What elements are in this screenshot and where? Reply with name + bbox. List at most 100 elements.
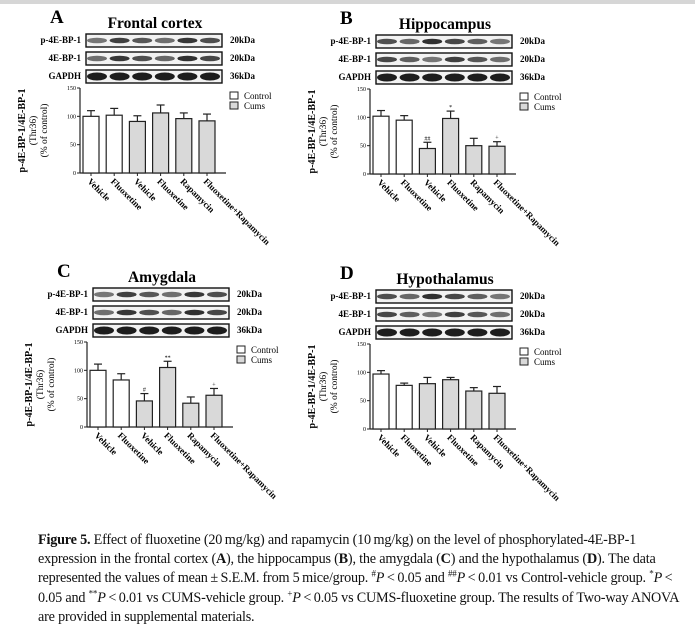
blot-band [444,73,465,82]
blot-kda-label: 20kDa [230,53,256,63]
caption-segment: D [586,551,598,568]
blot-band [490,73,510,82]
panel-title: Amygdala [128,269,196,286]
caption-segment: ## [447,568,457,579]
caption-segment: < 0.01 vs Control-vehicle group. [465,570,650,587]
blot-row-label: GAPDH [56,325,89,335]
blot-band [154,37,175,44]
bar-fluoxetine-rapamycin-cums [488,145,506,175]
bar-fluoxetine-control [105,114,123,174]
caption-segment: C [440,551,451,568]
y-axis-label: p-4E-BP-1/4E-BP-1 (Thr36) (% of control) [24,343,57,427]
y-axis-label-line: p-4E-BP-1/4E-BP-1 [17,89,28,173]
western-blot-box [375,52,513,67]
panel-letter: A [50,7,64,28]
blot-band [177,72,198,81]
legend-swatch [519,357,529,366]
significance-mark: + [495,136,499,142]
bar-fluoxetine-control [395,384,413,430]
caption-segment: < 0.05 and [384,570,448,587]
bar-rapamycin-cums [182,402,200,428]
panel-letter: D [340,263,354,284]
bar-vehicle-cums [418,147,436,175]
x-tick-label: Vehicle [376,432,403,459]
blot-band [207,291,227,298]
blot-kda-label: 36kDa [237,325,263,335]
blot-row-label: p-4E-BP-1 [331,36,372,46]
legend-label: Cums [251,355,273,365]
caption-segment: * [649,568,654,579]
western-blot-box [85,51,223,66]
x-tick-label: Vehicle [86,176,113,203]
y-tick-label: 50 [360,144,366,150]
blot-band [139,326,160,335]
blot-band [377,73,397,82]
blot-band [132,37,153,44]
panel-b-hippocampus: B Hippocampus p-4E-BP-1 20kDa 4E-BP-1 20kDa GA… [290,1,610,261]
blot-row-label: 4E-BP-1 [339,54,372,64]
bar-vehicle-control [372,373,390,430]
caption-segment: ** [88,587,98,598]
blot-band [87,37,107,44]
y-tick-label: 100 [67,114,76,120]
blot-band [161,291,182,298]
blot-band [377,293,397,300]
bar-fluoxetine-control [395,119,413,175]
legend-label: Control [534,347,562,357]
blot-band [444,311,465,318]
blot-band [116,291,137,298]
blot-band [200,72,220,81]
blot-band [207,309,227,316]
caption-segment: Effect of fluoxetine (20 mg/kg) and rapa… [38,532,637,568]
blot-kda-label: 36kDa [230,71,256,81]
blot-band [177,55,198,62]
bar-fluoxetine-rapamycin-cums [205,394,223,428]
y-axis-label-line: p-4E-BP-1/4E-BP-1 [307,345,318,429]
blot-band [94,309,114,316]
significance-mark: * [449,105,452,111]
blot-kda-label: 20kDa [520,54,546,64]
caption-segment: P [97,589,106,606]
legend-label: Cums [534,102,556,112]
y-axis-label-line: p-4E-BP-1/4E-BP-1 [24,343,35,427]
blot-band [377,56,397,63]
blot-kda-label: 20kDa [230,35,256,45]
y-axis-label-line: (% of control) [46,358,57,412]
blot-band [422,311,443,318]
blot-band [94,326,114,335]
blot-band [444,56,465,63]
blot-band [139,309,160,316]
bar-fluoxetine-cums [152,112,170,174]
blot-band [87,55,107,62]
figure-caption: Figure 5. Effect of fluoxetine (20 mg/kg… [38,531,690,627]
blot-band [161,309,182,316]
y-tick-label: 0 [73,171,76,177]
bar-vehicle-cums [418,383,436,430]
y-axis-label-line: (% of control) [329,360,340,414]
blot-band [377,311,397,318]
bar-vehicle-control [372,115,390,175]
blot-kda-label: 20kDa [520,291,546,301]
blot-band [109,72,130,81]
blot-band [422,56,443,63]
blot-kda-label: 20kDa [237,289,263,299]
panel-letter: C [57,261,71,282]
y-axis-label-line: (% of control) [39,104,50,158]
legend-swatch [519,102,529,111]
caption-segment: ), the hippocampus ( [226,551,339,568]
y-axis-label-line: (Thr36) [318,117,329,147]
blot-kda-label: 20kDa [237,307,263,317]
bar-fluoxetine-cums [442,379,460,430]
caption-segment: ), the amygdala ( [347,551,441,568]
blot-row-label: p-4E-BP-1 [331,291,372,301]
y-tick-label: 50 [70,143,76,149]
blot-band [422,293,443,300]
legend-swatch [229,101,239,110]
blot-band [490,311,510,318]
legend-label: Cums [534,357,556,367]
bar-fluoxetine-cums [442,117,460,175]
western-blot-box [375,307,513,322]
y-axis-label-line: (Thr36) [28,116,39,146]
blot-band [109,55,130,62]
blot-row-label: 4E-BP-1 [56,307,89,317]
